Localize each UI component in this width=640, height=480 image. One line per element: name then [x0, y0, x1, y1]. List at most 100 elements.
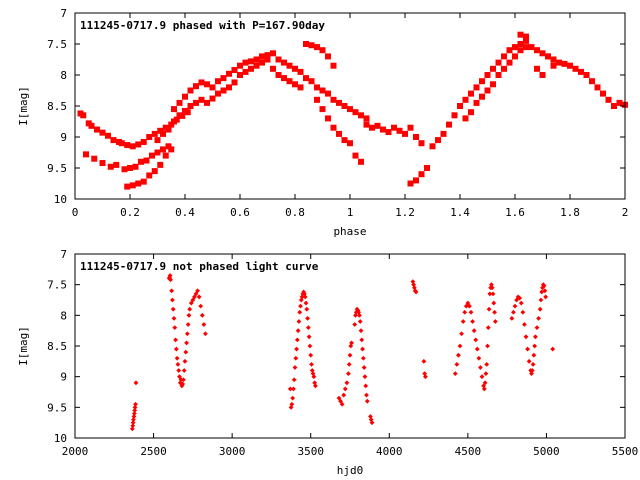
phased-data-point: [187, 87, 194, 94]
unphased-data-point: [412, 285, 417, 291]
unphased-data-point: [467, 303, 472, 309]
unphased-data-point: [298, 303, 303, 309]
unphased-data-point: [520, 309, 526, 315]
phased-data-point: [264, 56, 271, 63]
unphased-data-point: [490, 291, 496, 297]
phased-data-point: [127, 165, 133, 171]
unphased-data-point: [295, 328, 301, 334]
phased-data-point: [402, 130, 408, 137]
phased-data-point: [495, 59, 502, 66]
phased-data-point: [363, 121, 370, 128]
phased-y-tick-label: 9: [60, 131, 67, 144]
phased-x-tick-label: 0.2: [120, 206, 140, 219]
unphased-data-point: [457, 343, 463, 349]
unphased-y-tick-label: 7: [60, 248, 67, 261]
phased-data-point: [297, 84, 304, 91]
unphased-data-point: [537, 306, 543, 312]
unphased-data-point: [182, 358, 188, 364]
phased-data-point: [121, 166, 128, 173]
phased-data-point: [165, 143, 172, 150]
unphased-data-point: [175, 362, 181, 367]
unphased-data-point: [476, 355, 482, 361]
unphased-data-point: [132, 404, 138, 410]
phased-data-point: [550, 62, 557, 69]
phased-data-point: [468, 90, 474, 97]
phased-data-point: [413, 177, 419, 184]
phased-data-point: [83, 151, 89, 158]
unphased-data-point: [347, 352, 353, 358]
phased-data-point: [91, 155, 98, 162]
unphased-data-point: [132, 411, 137, 416]
unphased-data-point: [514, 297, 519, 303]
unphased-data-point: [543, 294, 549, 300]
phased-data-point: [473, 84, 480, 91]
unphased-data-point: [195, 288, 200, 294]
unphased-x-tick-label: 3500: [297, 445, 324, 458]
phased-data-point: [523, 37, 529, 44]
phased-data-point: [407, 124, 414, 131]
phased-data-point: [124, 183, 131, 190]
phased-data-point: [341, 103, 348, 109]
phased-data-point: [314, 84, 320, 91]
phased-data-point: [176, 112, 183, 119]
unphased-data-point: [454, 362, 460, 367]
unphased-data-point: [199, 312, 205, 318]
unphased-data-point: [308, 352, 314, 358]
phased-x-tick-label: 2: [622, 206, 629, 219]
unphased-data-point: [358, 328, 364, 334]
phased-data-point: [149, 152, 155, 159]
phased-y-tick-label: 9.5: [47, 162, 67, 175]
unphased-x-axis-label: hjd0: [337, 464, 364, 477]
phased-data-point: [457, 103, 463, 109]
unphased-data-point: [131, 417, 136, 422]
phased-data-point: [594, 84, 601, 91]
unphased-data-point: [187, 306, 193, 312]
phased-data-point: [204, 81, 210, 88]
phased-data-point: [484, 87, 491, 94]
unphased-data-point: [173, 337, 178, 343]
unphased-data-point: [309, 362, 314, 367]
phased-data-point: [330, 62, 337, 69]
unphased-data-point: [538, 297, 544, 303]
unphased-data-point: [129, 426, 135, 432]
phased-x-tick-label: 0.4: [175, 206, 195, 219]
unphased-data-point: [172, 325, 178, 330]
phased-data-point: [146, 172, 153, 179]
phased-data-point: [237, 72, 243, 78]
unphased-data-point: [130, 423, 136, 429]
unphased-data-point: [183, 349, 189, 355]
unphased-data-point: [481, 386, 487, 392]
phased-x-tick-label: 1: [347, 206, 354, 219]
unphased-data-point: [368, 414, 373, 419]
phased-data-point: [154, 149, 161, 156]
phased-data-point: [165, 126, 172, 133]
phased-y-tick-label: 7.5: [47, 38, 67, 51]
phased-data-point: [561, 60, 568, 67]
phased-data-point: [545, 53, 551, 60]
unphased-data-point: [460, 319, 466, 324]
phased-data-point: [451, 112, 458, 119]
unphased-data-point: [533, 334, 538, 340]
phased-data-point: [176, 99, 183, 106]
phased-data-point: [168, 121, 175, 128]
unphased-y-tick-label: 9: [60, 371, 67, 384]
phased-y-tick-label: 10: [54, 193, 67, 206]
phased-data-point: [578, 68, 584, 75]
unphased-data-point: [169, 288, 175, 294]
phased-data-point: [146, 134, 153, 140]
phased-chart-title: 111245-0717.9 phased with P=167.90day: [80, 19, 325, 32]
phased-data-point: [143, 157, 150, 164]
phased-data-point: [80, 112, 87, 119]
phased-data-point: [319, 47, 326, 54]
phased-data-point: [99, 129, 106, 136]
unphased-data-point: [342, 386, 348, 392]
phased-data-point: [616, 99, 623, 106]
unphased-data-point: [362, 374, 368, 380]
unphased-data-point: [492, 319, 498, 324]
phased-data-point: [138, 158, 144, 165]
phased-data-point: [396, 127, 403, 134]
phased-data-point: [347, 106, 353, 113]
unphased-data-point: [201, 322, 207, 327]
phased-data-point: [253, 56, 260, 63]
phased-data-point: [523, 44, 529, 51]
